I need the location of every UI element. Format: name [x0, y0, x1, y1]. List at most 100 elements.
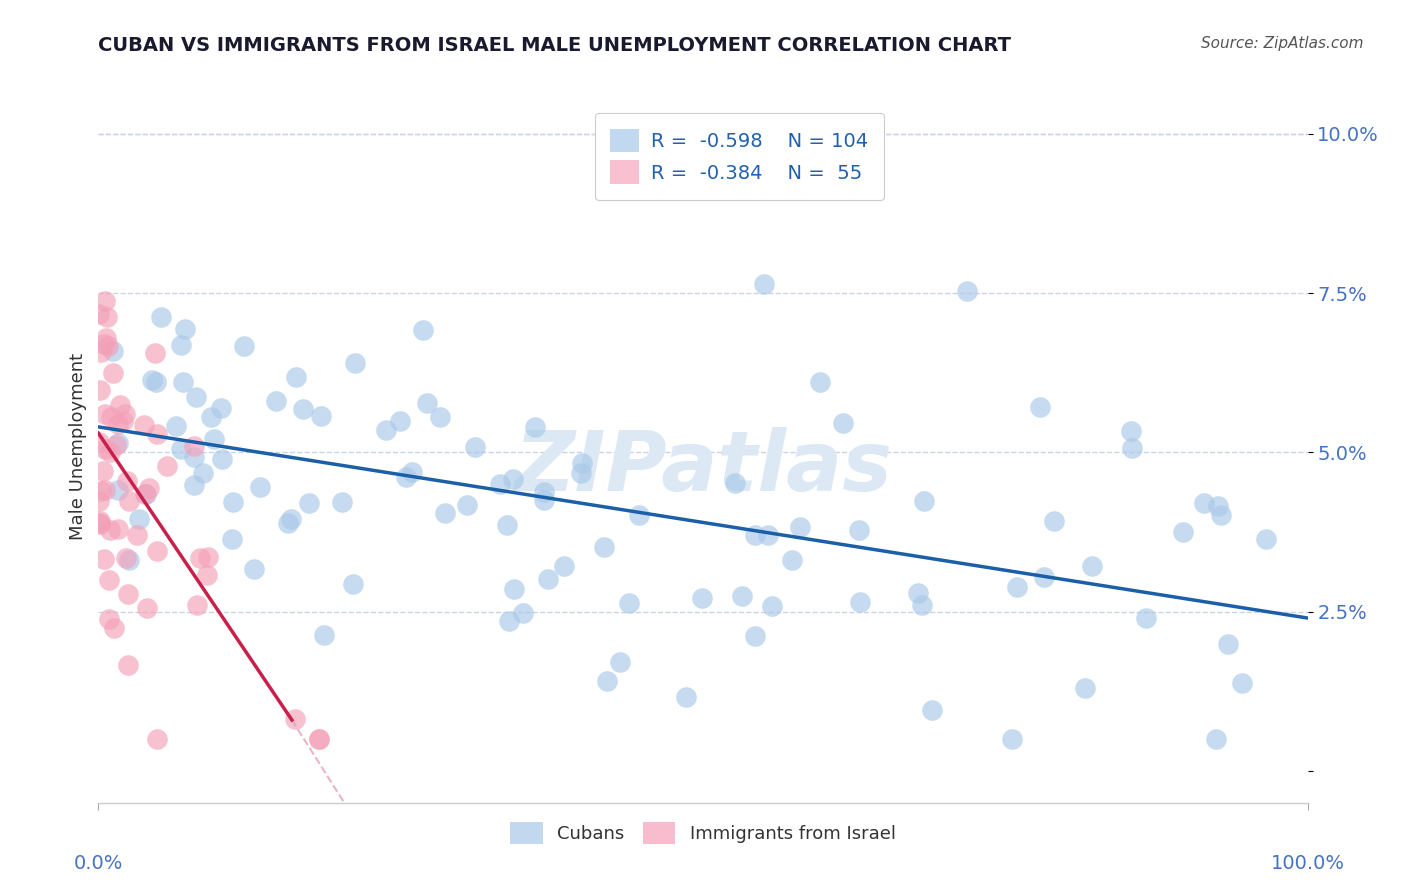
Point — [107, 435, 129, 450]
Point — [183, 478, 205, 492]
Point — [569, 466, 592, 480]
Point — [1119, 424, 1142, 438]
Point — [731, 589, 754, 603]
Point — [401, 465, 423, 479]
Point — [110, 398, 132, 412]
Point — [112, 414, 135, 428]
Point — [93, 336, 115, 351]
Point — [533, 485, 555, 500]
Text: ZIPatlas: ZIPatlas — [515, 427, 891, 508]
Point — [415, 395, 437, 409]
Point — [434, 506, 457, 520]
Point — [87, 307, 110, 321]
Point — [789, 520, 811, 534]
Point — [135, 487, 157, 501]
Point — [146, 544, 169, 558]
Point — [103, 344, 125, 359]
Point — [761, 599, 783, 613]
Point — [394, 470, 416, 484]
Point — [911, 599, 934, 613]
Point — [87, 494, 110, 508]
Text: CUBAN VS IMMIGRANTS FROM ISRAEL MALE UNEMPLOYMENT CORRELATION CHART: CUBAN VS IMMIGRANTS FROM ISRAEL MALE UNE… — [98, 36, 1011, 54]
Point — [89, 516, 111, 531]
Point — [308, 732, 330, 747]
Point — [264, 393, 287, 408]
Point — [1208, 499, 1230, 513]
Point — [249, 480, 271, 494]
Text: 100.0%: 100.0% — [1271, 854, 1344, 872]
Point — [138, 481, 160, 495]
Point — [90, 344, 112, 359]
Point — [907, 586, 929, 600]
Point — [1209, 508, 1232, 522]
Point — [756, 528, 779, 542]
Point — [128, 512, 150, 526]
Point — [344, 356, 367, 370]
Point — [209, 401, 232, 416]
Point — [93, 552, 115, 566]
Point — [132, 417, 155, 432]
Point — [388, 414, 411, 428]
Point — [956, 284, 979, 298]
Point — [308, 732, 330, 747]
Point — [87, 435, 110, 450]
Point — [107, 483, 129, 498]
Point — [94, 483, 117, 498]
Point — [156, 458, 179, 473]
Point — [100, 409, 122, 424]
Point — [103, 621, 125, 635]
Text: Source: ZipAtlas.com: Source: ZipAtlas.com — [1201, 36, 1364, 51]
Point — [107, 417, 129, 432]
Point — [503, 582, 526, 596]
Point — [692, 591, 714, 605]
Point — [921, 703, 943, 717]
Point — [832, 416, 855, 430]
Point — [571, 456, 593, 470]
Point — [284, 369, 307, 384]
Point — [150, 310, 173, 324]
Point — [146, 427, 169, 442]
Point — [186, 599, 208, 613]
Point — [145, 375, 167, 389]
Point — [170, 442, 193, 457]
Point — [193, 467, 215, 481]
Point — [114, 551, 136, 566]
Point — [456, 498, 478, 512]
Point — [332, 495, 354, 509]
Point — [107, 522, 129, 536]
Point — [1028, 400, 1050, 414]
Point — [342, 576, 364, 591]
Point — [675, 690, 697, 705]
Point — [141, 373, 163, 387]
Point — [488, 477, 510, 491]
Point — [91, 464, 114, 478]
Point — [537, 573, 560, 587]
Legend: Cubans, Immigrants from Israel: Cubans, Immigrants from Israel — [503, 814, 903, 851]
Point — [1081, 558, 1104, 573]
Point — [808, 376, 831, 390]
Point — [202, 432, 225, 446]
Point — [277, 516, 299, 530]
Point — [1001, 732, 1024, 747]
Point — [89, 383, 111, 397]
Point — [524, 419, 547, 434]
Point — [912, 493, 935, 508]
Point — [115, 474, 138, 488]
Point — [1173, 525, 1195, 540]
Point — [609, 655, 631, 669]
Point — [89, 514, 111, 528]
Point — [94, 442, 117, 456]
Point — [188, 551, 211, 566]
Point — [117, 657, 139, 672]
Point — [117, 553, 139, 567]
Point — [170, 338, 193, 352]
Point — [98, 445, 121, 459]
Point — [375, 423, 398, 437]
Point — [1033, 570, 1056, 584]
Point — [533, 493, 555, 508]
Point — [183, 438, 205, 452]
Point — [90, 483, 112, 498]
Point — [103, 366, 125, 380]
Point — [173, 322, 195, 336]
Point — [221, 533, 243, 547]
